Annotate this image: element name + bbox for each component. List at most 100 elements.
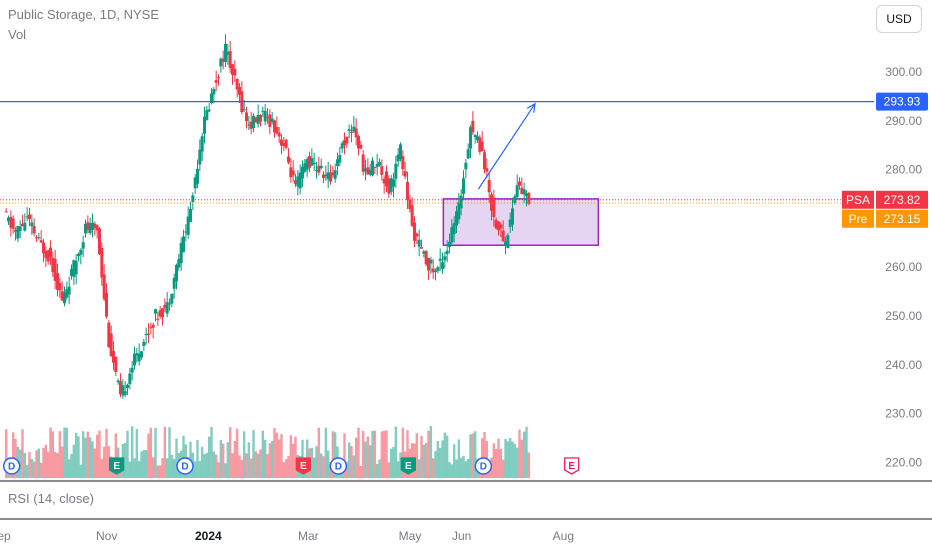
candle-body [501, 230, 505, 242]
volume-bar [163, 426, 167, 478]
resistance-tag [876, 92, 928, 111]
volume-bar [252, 430, 255, 478]
candle-body [175, 264, 179, 282]
candle-body [168, 303, 172, 305]
volume-bar [373, 430, 377, 478]
volume-bar [212, 451, 216, 478]
candle-body [14, 229, 18, 232]
volume-bar [434, 451, 437, 478]
candle-body [380, 166, 384, 175]
candle-body [492, 197, 496, 218]
candle-body [520, 187, 524, 195]
volume-bar [417, 459, 421, 478]
candle-body [326, 172, 330, 180]
volume-bar [81, 431, 85, 478]
price-tags: 293.93 PSA 273.82 Pre 273.15 [842, 92, 928, 228]
candle-body [506, 235, 510, 249]
volume-bar [450, 464, 454, 478]
candle-body [462, 178, 466, 194]
candle-body [522, 189, 526, 195]
volume-bar [128, 461, 132, 478]
candle-body [508, 219, 512, 227]
candle-body [179, 242, 183, 264]
candle-body [214, 79, 218, 83]
candle-body [107, 322, 111, 348]
candle-body [128, 373, 132, 384]
candle-body [65, 289, 69, 298]
candle-body [452, 223, 456, 235]
candle-body [394, 163, 398, 179]
projection-arrow [477, 103, 536, 190]
volume-bar [504, 438, 507, 478]
volume-bar [182, 435, 185, 478]
candle-body [74, 261, 78, 275]
candle-body [478, 137, 482, 152]
volume-bar [483, 431, 486, 478]
candle-body [518, 181, 522, 186]
volume-bar [102, 446, 106, 478]
dividend-circle [329, 457, 348, 475]
candle-body [340, 143, 344, 149]
premarket-price-tag-value: 273.15 [884, 212, 921, 226]
volume-bar [317, 427, 321, 478]
candle-body [284, 139, 288, 148]
volume-bars [4, 426, 531, 478]
volume-bar [144, 450, 148, 478]
candle-body [30, 222, 34, 227]
candle-body [67, 286, 71, 295]
candle-body [56, 273, 60, 290]
volume-bar [137, 461, 141, 478]
candle-body [322, 174, 326, 179]
candle-body [261, 110, 265, 112]
candle-body [212, 89, 216, 95]
candle-body [203, 116, 207, 134]
candle-body [490, 194, 494, 211]
volume-bar [151, 457, 155, 478]
resistance-tag-value: 293.93 [884, 95, 921, 109]
currency-button[interactable]: USD [876, 5, 922, 33]
volume-bar [473, 431, 477, 478]
volume-bar [172, 458, 176, 478]
candle-body [347, 129, 351, 132]
price-tick-label: 290.00 [885, 114, 922, 128]
volume-bar [527, 452, 531, 478]
candle-body [25, 216, 29, 218]
price-tick-label: 260.00 [885, 260, 922, 274]
volume-bar [42, 447, 45, 478]
candle-body [189, 208, 193, 222]
volume-bar [366, 436, 370, 478]
volume-bar [282, 462, 286, 478]
time-tick-label: Jun [452, 529, 471, 543]
candle-body [35, 237, 39, 239]
candle-body [109, 333, 113, 357]
volume-bar [471, 433, 475, 478]
candle-body [308, 156, 312, 168]
volume-bar [11, 432, 15, 478]
candle-body [84, 223, 88, 234]
volume-bar [508, 437, 512, 478]
volume-bar [443, 432, 447, 478]
earnings-marker: E [564, 457, 580, 475]
candle-body [95, 225, 99, 231]
candle-body [235, 79, 239, 90]
candle-body [259, 115, 263, 122]
rsi-label: RSI (14, close) [8, 491, 94, 506]
candle-body [163, 305, 167, 309]
volume-bar [263, 439, 267, 478]
volume-bar [63, 427, 66, 478]
volume-bar [161, 458, 164, 478]
volume-bar [354, 437, 358, 478]
volume-bar [226, 442, 230, 478]
candle-body [247, 124, 251, 126]
candle-body [445, 250, 449, 255]
candle-body [149, 327, 153, 329]
premarket-price-tag [876, 209, 928, 228]
volume-bar [79, 464, 83, 478]
volume-bar [249, 458, 253, 478]
candle-body [401, 156, 405, 170]
candle-body [23, 222, 27, 231]
candle-body [343, 140, 347, 146]
candle-body [417, 239, 421, 247]
volume-bar [501, 459, 505, 478]
